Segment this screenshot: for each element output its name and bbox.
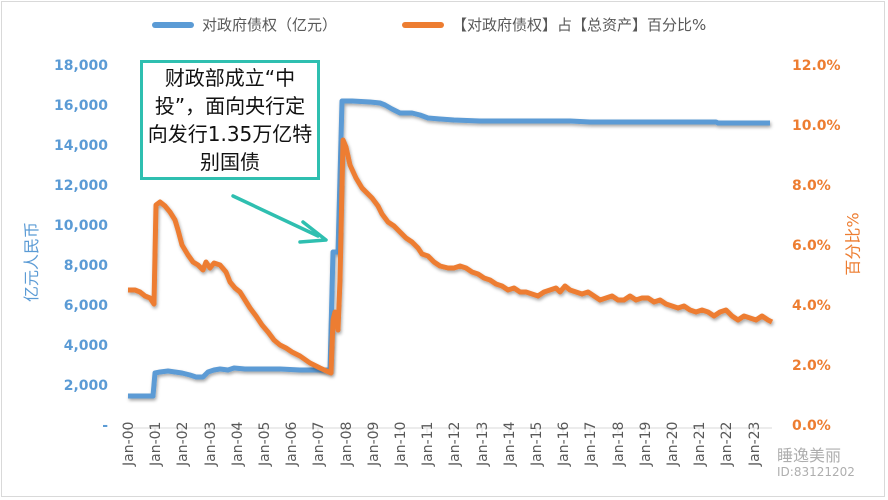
left-tick: 10,000 <box>53 218 108 234</box>
left-tick: - <box>102 418 108 434</box>
watermark-id: ID:83121202 <box>777 465 855 479</box>
right-tick: 2.0% <box>792 358 831 374</box>
series-line-percentage <box>128 137 774 376</box>
x-tick: Jan-18 <box>611 421 627 466</box>
x-tick: Jan-02 <box>175 421 191 466</box>
right-tick: 8.0% <box>792 178 831 194</box>
legend-label-series2: 【对政府债权】占【总资产】百分比% <box>452 16 707 34</box>
x-tick: Jan-20 <box>665 421 681 466</box>
x-tick: Jan-17 <box>583 421 599 466</box>
x-tick: Jan-21 <box>692 421 708 466</box>
right-tick: 10.0% <box>792 118 841 134</box>
legend: 对政府债权（亿元） 【对政府债权】占【总资产】百分比% <box>0 14 888 38</box>
right-tick: 0.0% <box>792 418 831 434</box>
x-tick: Jan-03 <box>203 421 219 466</box>
left-tick: 16,000 <box>53 98 108 114</box>
annotation-box: 财政部成立“中投”，面向央行定向发行1.35万亿特别国债 <box>140 60 320 180</box>
left-tick: 12,000 <box>53 178 108 194</box>
x-tick: Jan-05 <box>257 421 273 466</box>
right-tick: 12.0% <box>792 58 841 74</box>
x-tick: Jan-08 <box>339 421 355 466</box>
left-tick: 6,000 <box>63 298 108 314</box>
x-tick: Jan-10 <box>393 421 409 466</box>
left-tick: 18,000 <box>53 58 108 74</box>
x-tick: Jan-07 <box>311 421 327 466</box>
annotation-arrow <box>231 194 328 244</box>
watermark: 睡逸美丽 ID:83121202 <box>715 448 855 480</box>
legend-item-series1: 对政府债权（亿元） <box>152 14 337 35</box>
legend-label-series1: 对政府债权（亿元） <box>202 16 338 34</box>
x-tick: Jan-12 <box>447 421 463 466</box>
x-tick: Jan-11 <box>420 421 436 466</box>
x-tick: Jan-09 <box>366 421 382 466</box>
left-tick: 14,000 <box>53 138 108 154</box>
x-axis-ticks <box>127 428 755 433</box>
legend-item-series2: 【对政府债权】占【总资产】百分比% <box>402 14 706 35</box>
x-tick: Jan-04 <box>230 421 246 466</box>
x-tick: Jan-00 <box>121 421 137 466</box>
legend-swatch-blue <box>152 21 194 28</box>
series-line-government-claims <box>128 98 770 399</box>
legend-swatch-orange <box>402 21 444 28</box>
x-tick: Jan-19 <box>638 421 654 466</box>
left-tick: 4,000 <box>63 338 108 354</box>
x-tick: Jan-14 <box>502 421 518 466</box>
watermark-name: 睡逸美丽 <box>777 446 842 465</box>
x-tick: Jan-16 <box>556 421 572 466</box>
x-tick: Jan-15 <box>529 421 545 466</box>
right-tick: 6.0% <box>792 238 831 254</box>
x-tick: Jan-01 <box>148 421 164 466</box>
right-tick: 4.0% <box>792 298 831 314</box>
x-tick: Jan-06 <box>284 421 300 466</box>
left-tick: 8,000 <box>63 258 108 274</box>
left-tick: 2,000 <box>63 378 108 394</box>
annotation-text: 财政部成立“中投”，面向央行定向发行1.35万亿特别国债 <box>147 66 313 174</box>
x-tick: Jan-13 <box>475 421 491 466</box>
